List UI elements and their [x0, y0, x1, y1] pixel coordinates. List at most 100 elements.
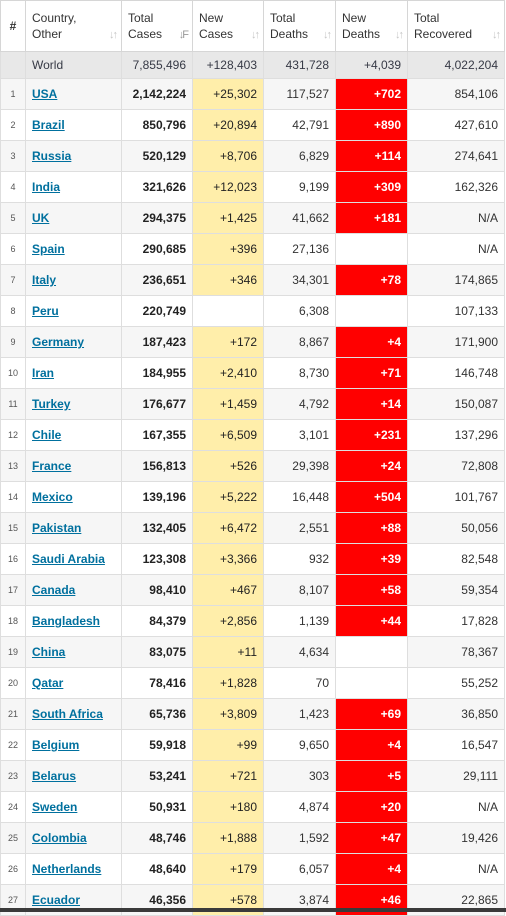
country-link[interactable]: Colombia	[32, 831, 87, 845]
country-cell: China	[25, 636, 122, 668]
header-total-cases[interactable]: Total Cases ↓F	[121, 0, 193, 52]
total-cases-cell: 321,626	[121, 171, 193, 203]
total-cases-cell: 48,640	[121, 853, 193, 885]
sort-arrows-icon[interactable]: ↓↑	[395, 29, 404, 41]
table-row: 7 Italy 236,651 +346 34,301 +78 174,865	[0, 264, 505, 296]
total-deaths-cell: 6,308	[263, 295, 336, 327]
sort-arrows-icon[interactable]: ↓↑	[323, 29, 332, 41]
new-deaths-cell: +58	[335, 574, 408, 606]
total-cases-cell: 59,918	[121, 729, 193, 761]
country-link[interactable]: South Africa	[32, 707, 103, 721]
total-cases-cell: 139,196	[121, 481, 193, 513]
country-link[interactable]: Russia	[32, 149, 72, 163]
row-index: 24	[0, 791, 26, 823]
total-cases-cell: 83,075	[121, 636, 193, 668]
new-deaths-cell: +24	[335, 450, 408, 482]
header-country[interactable]: Country, Other ↓↑	[25, 0, 122, 52]
country-link[interactable]: Belgium	[32, 738, 80, 752]
country-cell: Saudi Arabia	[25, 543, 122, 575]
new-deaths-cell: +14	[335, 388, 408, 420]
total-cases-cell: 294,375	[121, 202, 193, 234]
table-row: 23 Belarus 53,241 +721 303 +5 29,111	[0, 760, 505, 792]
country-link[interactable]: France	[32, 459, 72, 473]
country-cell: South Africa	[25, 698, 122, 730]
header-total-recovered[interactable]: Total Recovered ↓↑	[407, 0, 505, 52]
sort-arrows-icon[interactable]: ↓↑	[109, 29, 118, 41]
table-row: 21 South Africa 65,736 +3,809 1,423 +69 36,850	[0, 698, 505, 730]
country-link[interactable]: Bangladesh	[32, 614, 101, 628]
total-deaths-cell: 42,791	[263, 109, 336, 141]
total-deaths-cell: 1,423	[263, 698, 336, 730]
row-index: 2	[0, 109, 26, 141]
table-row: 26 Netherlands 48,640 +179 6,057 +4 N/A	[0, 853, 505, 885]
country-link[interactable]: Qatar	[32, 676, 64, 690]
header-total-recovered-label: Total Recovered	[414, 11, 473, 41]
row-index: 12	[0, 419, 26, 451]
total-cases-cell: 84,379	[121, 605, 193, 637]
country-link[interactable]: Mexico	[32, 490, 73, 504]
country-link[interactable]: Brazil	[32, 118, 65, 132]
country-link[interactable]: Pakistan	[32, 521, 82, 535]
country-cell: USA	[25, 78, 122, 110]
total-recovered-cell: 107,133	[407, 295, 505, 327]
country-link[interactable]: Sweden	[32, 800, 78, 814]
country-link[interactable]: Germany	[32, 335, 85, 349]
total-deaths-cell: 34,301	[263, 264, 336, 296]
country-link[interactable]: Ecuador	[32, 893, 81, 907]
table-row: 18 Bangladesh 84,379 +2,856 1,139 +44 17,828	[0, 605, 505, 637]
country-link[interactable]: Italy	[32, 273, 57, 287]
country-link[interactable]: Chile	[32, 428, 62, 442]
country-link[interactable]: UK	[32, 211, 50, 225]
world-total-recovered: 4,022,204	[407, 51, 505, 79]
country-link[interactable]: India	[32, 180, 61, 194]
new-deaths-cell: +890	[335, 109, 408, 141]
total-recovered-cell: 59,354	[407, 574, 505, 606]
header-total-cases-label: Total Cases	[128, 11, 163, 41]
header-new-cases[interactable]: New Cases ↓↑	[192, 0, 264, 52]
sort-arrows-icon[interactable]: ↓↑	[251, 29, 260, 41]
row-index: 15	[0, 512, 26, 544]
country-cell: Canada	[25, 574, 122, 606]
header-new-deaths[interactable]: New Deaths ↓↑	[335, 0, 408, 52]
new-deaths-cell: +69	[335, 698, 408, 730]
country-link[interactable]: USA	[32, 87, 58, 101]
country-link[interactable]: Spain	[32, 242, 65, 256]
horizontal-scrollbar[interactable]	[0, 908, 506, 912]
total-recovered-cell: 36,850	[407, 698, 505, 730]
table-row: 11 Turkey 176,677 +1,459 4,792 +14 150,087	[0, 388, 505, 420]
row-index: 25	[0, 822, 26, 854]
new-cases-cell: +2,410	[192, 357, 264, 389]
new-deaths-cell: +39	[335, 543, 408, 575]
row-index: 18	[0, 605, 26, 637]
total-recovered-cell: 78,367	[407, 636, 505, 668]
total-recovered-cell: 16,547	[407, 729, 505, 761]
table-row: 5 UK 294,375 +1,425 41,662 +181 N/A	[0, 202, 505, 234]
table-row: 9 Germany 187,423 +172 8,867 +4 171,900	[0, 326, 505, 358]
country-link[interactable]: Saudi Arabia	[32, 552, 105, 566]
country-link[interactable]: Canada	[32, 583, 76, 597]
new-cases-cell: +3,809	[192, 698, 264, 730]
new-cases-cell: +467	[192, 574, 264, 606]
country-link[interactable]: Netherlands	[32, 862, 102, 876]
country-link[interactable]: Belarus	[32, 769, 77, 783]
world-new-deaths: +4,039	[335, 51, 408, 79]
new-cases-cell: +99	[192, 729, 264, 761]
total-cases-cell: 123,308	[121, 543, 193, 575]
new-deaths-cell: +88	[335, 512, 408, 544]
table-row: 19 China 83,075 +11 4,634 78,367	[0, 636, 505, 668]
new-deaths-cell: +309	[335, 171, 408, 203]
sort-desc-icon[interactable]: ↓F	[178, 29, 189, 41]
table-row: 22 Belgium 59,918 +99 9,650 +4 16,547	[0, 729, 505, 761]
country-link[interactable]: Peru	[32, 304, 59, 318]
total-recovered-cell: 137,296	[407, 419, 505, 451]
country-link[interactable]: Turkey	[32, 397, 71, 411]
country-link[interactable]: China	[32, 645, 66, 659]
country-link[interactable]: Iran	[32, 366, 55, 380]
header-total-deaths[interactable]: Total Deaths ↓↑	[263, 0, 336, 52]
new-deaths-cell: +504	[335, 481, 408, 513]
total-cases-cell: 220,749	[121, 295, 193, 327]
row-index: 9	[0, 326, 26, 358]
total-deaths-cell: 2,551	[263, 512, 336, 544]
row-index: 8	[0, 295, 26, 327]
sort-arrows-icon[interactable]: ↓↑	[492, 29, 501, 41]
